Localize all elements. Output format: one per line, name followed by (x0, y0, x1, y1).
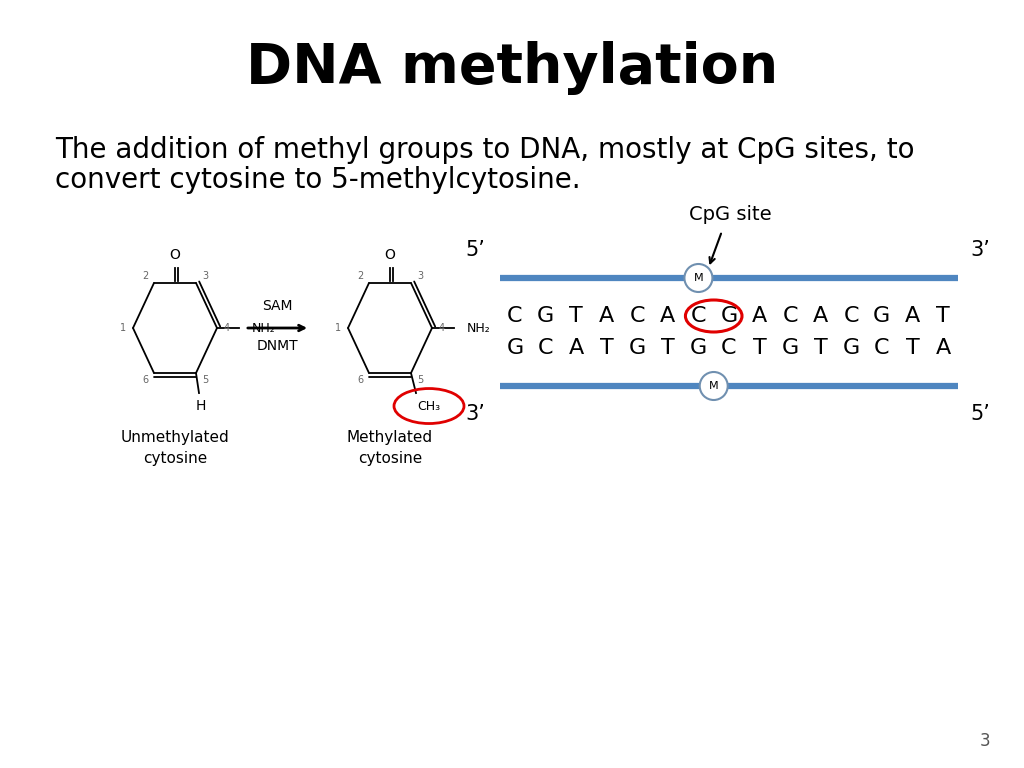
Text: CpG site: CpG site (689, 206, 771, 224)
Text: A: A (752, 306, 767, 326)
Circle shape (684, 264, 713, 292)
Text: Methylated
cytosine: Methylated cytosine (347, 430, 433, 466)
Text: 3: 3 (202, 271, 208, 281)
Text: 5: 5 (417, 375, 423, 385)
Text: 2: 2 (142, 271, 148, 281)
Text: C: C (844, 306, 859, 326)
Text: G: G (873, 306, 891, 326)
Text: C: C (721, 338, 736, 358)
Text: T: T (936, 306, 950, 326)
Text: 2: 2 (357, 271, 364, 281)
Text: DNA methylation: DNA methylation (246, 41, 778, 95)
Text: 6: 6 (142, 375, 148, 385)
Text: T: T (753, 338, 766, 358)
Text: M: M (693, 273, 703, 283)
Text: DNMT: DNMT (256, 339, 298, 353)
Text: G: G (843, 338, 860, 358)
Text: C: C (782, 306, 798, 326)
Text: NH₂: NH₂ (252, 322, 275, 335)
Text: 5’: 5’ (465, 240, 485, 260)
Text: T: T (569, 306, 583, 326)
Text: C: C (507, 306, 522, 326)
Text: G: G (690, 338, 707, 358)
Text: A: A (599, 306, 614, 326)
Text: A: A (905, 306, 920, 326)
Text: 3: 3 (417, 271, 423, 281)
Text: A: A (660, 306, 676, 326)
Text: A: A (568, 338, 584, 358)
Text: The addition of methyl groups to DNA, mostly at CpG sites, to: The addition of methyl groups to DNA, mo… (55, 136, 914, 164)
Text: 3: 3 (979, 732, 990, 750)
Text: T: T (814, 338, 827, 358)
Text: O: O (385, 248, 395, 262)
Text: 3’: 3’ (970, 240, 990, 260)
Text: G: G (629, 338, 646, 358)
Text: 4: 4 (224, 323, 230, 333)
Text: convert cytosine to 5-methylcytosine.: convert cytosine to 5-methylcytosine. (55, 166, 581, 194)
Text: C: C (630, 306, 645, 326)
Text: C: C (690, 306, 707, 326)
Circle shape (699, 372, 728, 400)
Text: 4: 4 (439, 323, 445, 333)
Text: CH₃: CH₃ (418, 399, 440, 412)
Text: H: H (196, 399, 206, 413)
Text: Unmethylated
cytosine: Unmethylated cytosine (121, 430, 229, 466)
Text: 1: 1 (120, 323, 126, 333)
Text: T: T (600, 338, 613, 358)
Text: A: A (935, 338, 950, 358)
Text: T: T (660, 338, 675, 358)
Text: G: G (720, 306, 737, 326)
Text: G: G (537, 306, 554, 326)
Text: G: G (507, 338, 523, 358)
Text: G: G (781, 338, 799, 358)
Text: C: C (538, 338, 553, 358)
Text: SAM: SAM (262, 299, 292, 313)
Text: C: C (874, 338, 890, 358)
Text: A: A (813, 306, 828, 326)
Text: 1: 1 (335, 323, 341, 333)
Text: O: O (170, 248, 180, 262)
Text: 5: 5 (202, 375, 208, 385)
Text: 3’: 3’ (465, 404, 485, 424)
Text: NH₂: NH₂ (467, 322, 490, 335)
Text: 5’: 5’ (970, 404, 990, 424)
Text: M: M (709, 381, 719, 391)
Text: 6: 6 (357, 375, 364, 385)
Text: T: T (905, 338, 920, 358)
